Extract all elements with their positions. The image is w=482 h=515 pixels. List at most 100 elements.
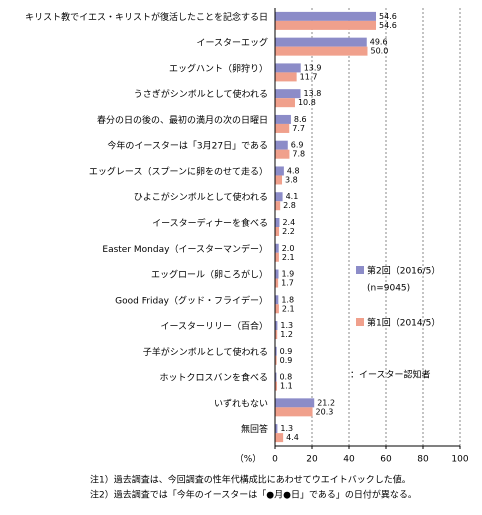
value-label: 2.1 [282,304,295,313]
value-label: 1.3 [280,321,293,330]
bar [275,201,281,211]
value-label: 4.8 [287,166,300,175]
bar [275,192,283,202]
category-label: キリスト教でイエス・キリストが復活したことを記念する日 [25,11,268,23]
category-label: エッグレース（スプーンに卵をのせて走る） [89,165,268,177]
value-label: 2.4 [282,218,295,227]
bar [275,321,278,331]
bar [275,269,279,279]
x-tick-label: 100 [451,455,468,465]
value-label: 1.7 [281,279,294,288]
x-axis-label: （%） [235,454,262,465]
bar [275,46,368,56]
bar [275,381,278,391]
bar [275,424,278,434]
category-label: うさぎがシンボルとして使われる [134,88,268,100]
value-label: 0.8 [279,373,292,382]
category-label: エッグハント（卵狩り） [169,62,268,74]
value-label: 54.6 [379,12,397,21]
value-label: 11.7 [300,72,318,81]
category-label: ホットクロスバンを食べる [160,372,268,384]
category-label: 無回答 [241,423,268,435]
bar [275,37,367,47]
value-label: 1.8 [281,295,294,304]
value-label: 49.6 [370,38,388,47]
value-label: 6.9 [291,141,304,150]
value-label: 1.1 [280,382,293,391]
bar [275,346,277,356]
legend-marker [356,266,364,274]
value-label: 7.7 [292,124,305,133]
value-label: 3.8 [285,175,298,184]
legend-label: (n=9045) [367,284,410,294]
category-label: ひよこがシンボルとして使われる [134,191,268,203]
bar [275,166,284,176]
bar [275,278,279,288]
bar [275,398,315,408]
bar [275,304,279,314]
category-label: 春分の日の後の、最初の満月の次の日曜日 [97,114,268,126]
x-tick-label: 80 [417,455,429,465]
category-label: イースターディナーを食べる [152,217,268,229]
bar [275,149,290,159]
bar [275,98,295,108]
bar [275,295,279,305]
bar [275,372,277,382]
value-label: 0.9 [280,347,293,356]
value-label: 7.8 [292,150,305,159]
footnote: 注1）過去調査は、今回調査の性年代構成比にあわせてウエイトバックした値。 [90,474,411,486]
category-label: イースターエッグ [196,37,268,49]
legend-note: ：イースター認知者 [350,369,431,381]
category-label: エッグロール（卵ころがし） [151,269,268,281]
bar [275,407,313,417]
value-label: 21.2 [317,398,335,407]
legend-label: 第1回（2014/5） [367,317,440,329]
value-label: 2.2 [282,227,295,236]
value-label: 2.8 [283,201,296,210]
value-label: 20.3 [316,407,334,416]
bar [275,63,301,73]
value-label: 8.6 [294,115,307,124]
bar [275,218,280,227]
bar [275,355,277,365]
value-label: 10.8 [298,98,316,107]
value-label: 13.9 [304,63,322,72]
legend-marker [356,318,364,326]
value-label: 50.0 [371,47,389,56]
bar [275,72,297,82]
value-label: 2.0 [282,244,295,253]
value-label: 2.1 [282,253,295,262]
bar [275,20,377,30]
category-label: イースターリリー（百合） [160,320,268,332]
value-label: 54.6 [379,21,397,30]
value-label: 1.9 [282,270,295,279]
value-label: 4.4 [286,433,299,442]
bar [275,89,301,99]
value-label: 1.3 [280,424,293,433]
bar [275,330,278,340]
category-label: Easter Monday（イースターマンデー） [102,243,268,255]
bar [275,11,377,21]
bar [275,252,279,262]
value-label: 4.1 [286,192,299,201]
bar [275,114,291,124]
footnote: 注2）過去調査では「今年のイースターは「●月●日」である」の日付が異なる。 [90,489,417,501]
bar [275,227,280,236]
bar [275,433,284,443]
category-label: いずれもない [214,398,268,409]
category-label: 今年のイースターは「3月27日」である [107,140,268,152]
bar [275,243,279,253]
legend-label: 第2回（2016/5） [367,265,440,277]
x-tick-label: 60 [380,455,392,465]
value-label: 1.2 [280,330,293,339]
x-tick-label: 20 [306,455,318,465]
x-tick-label: 0 [272,455,278,465]
value-label: 0.9 [280,356,293,365]
x-tick-label: 40 [343,455,355,465]
category-label: Good Friday（グッド・フライデー） [115,294,268,306]
bar [275,140,288,150]
value-label: 13.8 [304,89,322,98]
bar [275,123,290,133]
category-label: 子羊がシンボルとして使われる [143,346,268,358]
